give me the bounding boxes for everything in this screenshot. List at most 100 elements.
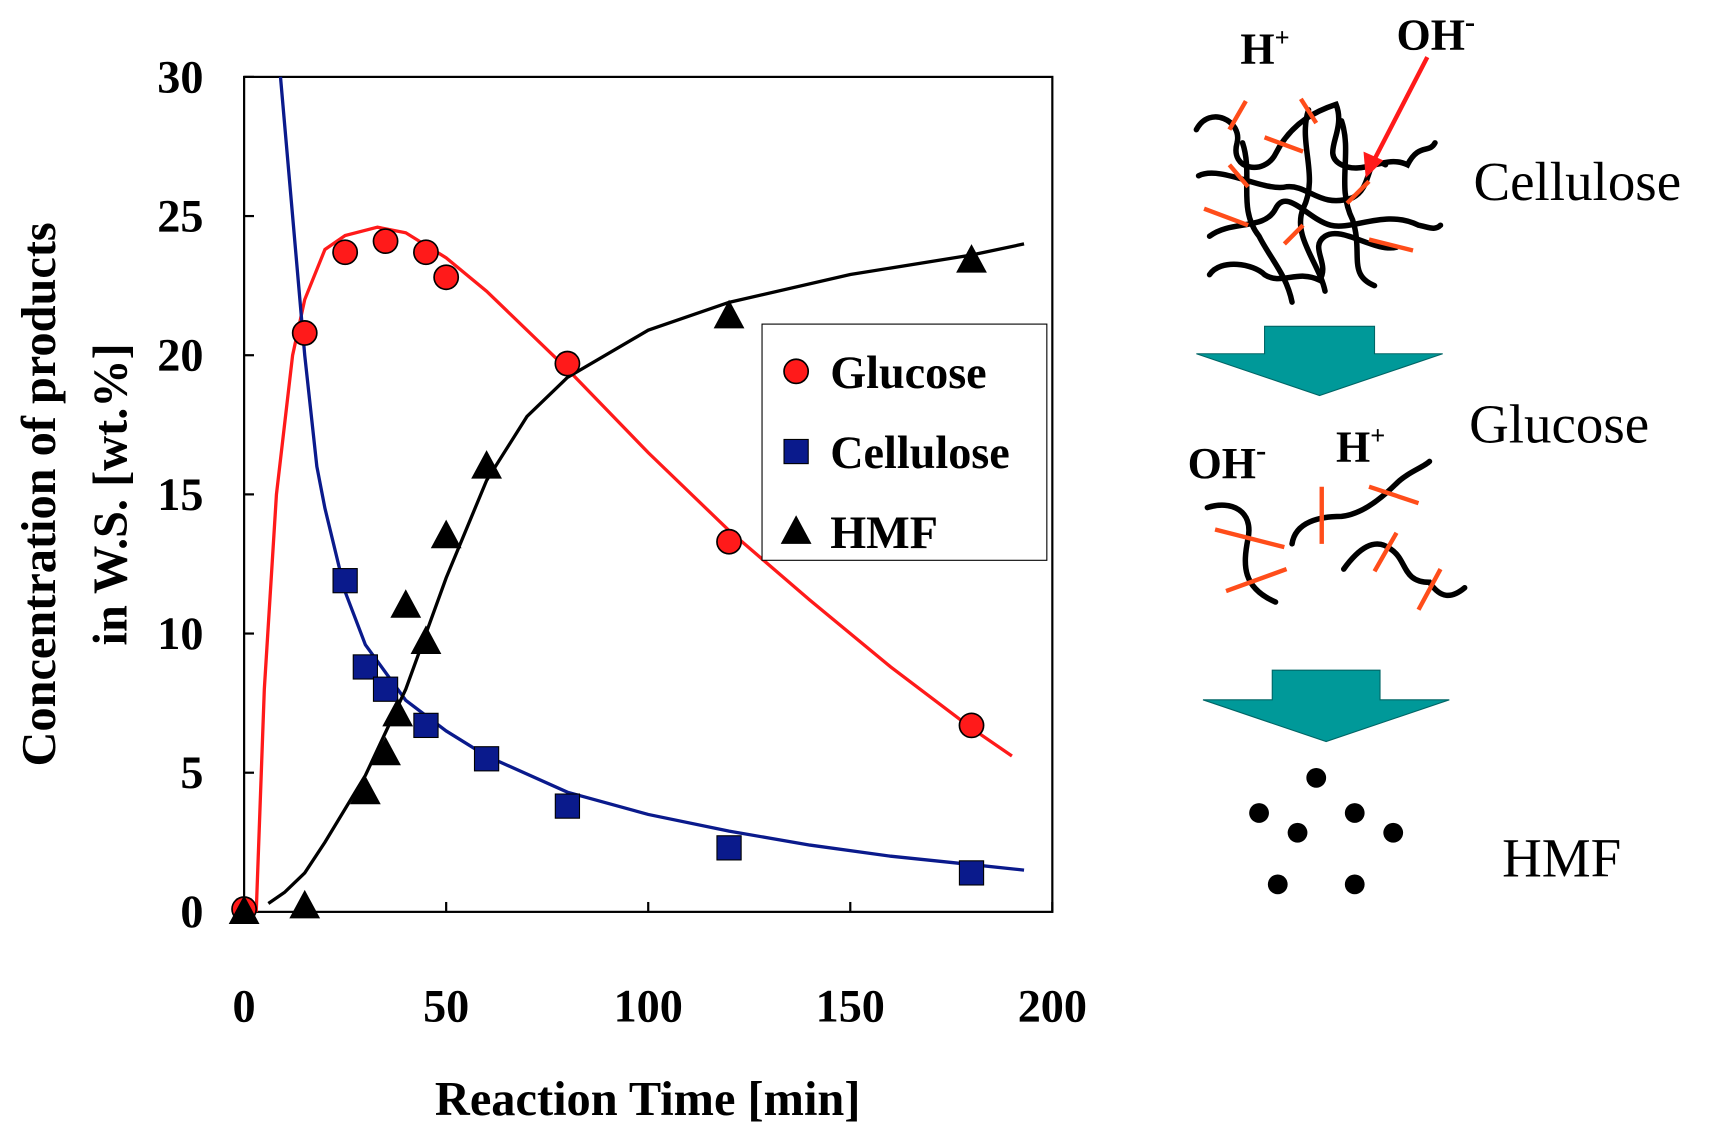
process-arrow: [1202, 669, 1450, 743]
fragment: [1340, 541, 1468, 599]
dot: [1344, 874, 1365, 895]
fiber: [1206, 198, 1444, 239]
arrow-head: [1363, 151, 1384, 178]
cut: [1263, 135, 1304, 154]
stage-label: Glucose: [1469, 394, 1649, 455]
ion-label: OH-: [1188, 433, 1267, 488]
point: [372, 228, 399, 255]
x-tick-label: 150: [816, 981, 885, 1032]
point: [372, 676, 399, 702]
ion-base: OH: [1188, 439, 1256, 488]
y-tick-label: 20: [157, 330, 203, 381]
point: [958, 860, 985, 886]
point: [958, 712, 985, 739]
point: [471, 450, 502, 479]
point: [228, 895, 260, 924]
point: [390, 589, 422, 618]
cleavage-marks: [1203, 97, 1443, 611]
stage-label: Cellulose: [1473, 151, 1681, 212]
dot: [1267, 874, 1288, 895]
ion-label: H+: [1336, 421, 1385, 472]
legend-label: Cellulose: [830, 427, 1010, 478]
ion-label: H+: [1240, 23, 1289, 74]
y-tick-label: 30: [157, 51, 203, 102]
x-tick-label: 200: [1018, 981, 1087, 1032]
point: [413, 239, 439, 266]
cut: [1214, 527, 1285, 550]
point: [716, 528, 742, 555]
fragment: [1289, 458, 1433, 547]
point: [352, 654, 378, 680]
cut: [1345, 179, 1371, 205]
point: [413, 712, 439, 739]
point: [473, 746, 500, 772]
point: [332, 239, 359, 266]
stage-label: HMF: [1502, 828, 1621, 889]
legend-label: HMF: [830, 507, 938, 558]
point: [554, 350, 581, 377]
ion-charge: -: [1465, 5, 1475, 39]
cut: [1368, 484, 1420, 506]
y-axis-title: Concentration of products: [13, 222, 66, 766]
cut: [1227, 163, 1250, 189]
fit-curve: [278, 76, 1025, 872]
ion-charge: -: [1256, 433, 1266, 467]
point: [382, 697, 414, 727]
cut: [1227, 99, 1248, 131]
ion-base: H: [1240, 25, 1274, 74]
x-tick-label: 50: [423, 981, 469, 1032]
point: [956, 244, 987, 273]
dot: [1306, 767, 1327, 788]
point: [554, 793, 581, 819]
dot: [1249, 803, 1269, 823]
y-tick-label: 5: [180, 747, 203, 798]
ion-charge: +: [1370, 421, 1385, 450]
point: [430, 519, 462, 549]
ion-base: H: [1336, 422, 1370, 471]
oh-arrow: [1363, 56, 1430, 178]
y-axis-title: in W.S. [wt.%]: [84, 343, 137, 645]
y-tick-label: 10: [157, 608, 203, 659]
fiber: [1239, 140, 1295, 305]
cut: [1368, 237, 1414, 253]
ion-base: OH: [1397, 10, 1465, 59]
dot: [1344, 803, 1365, 823]
point: [291, 320, 318, 346]
arrow-shaft: [1372, 56, 1430, 161]
cut: [1282, 223, 1305, 246]
point: [289, 889, 321, 919]
cut: [1203, 206, 1249, 228]
point: [780, 515, 812, 544]
point: [370, 736, 401, 766]
hmf-dots: [1249, 767, 1404, 895]
point: [716, 835, 742, 861]
dot: [1287, 822, 1308, 843]
point: [349, 775, 381, 805]
y-tick-label: 15: [157, 469, 203, 520]
point: [783, 358, 810, 385]
point: [713, 299, 745, 329]
point: [410, 625, 442, 654]
cut: [1298, 97, 1319, 125]
legend-label: Glucose: [830, 347, 986, 398]
y-tick-label: 0: [180, 886, 203, 937]
process-arrow: [1196, 325, 1443, 397]
x-axis-title: Reaction Time [min]: [435, 1073, 861, 1125]
cut: [1225, 567, 1288, 594]
ion-label: OH-: [1397, 5, 1476, 60]
fiber: [1297, 107, 1328, 294]
point: [783, 438, 809, 465]
fiber: [1338, 118, 1378, 289]
cut: [1372, 531, 1399, 573]
y-tick-label: 25: [157, 190, 203, 241]
cut: [1416, 568, 1443, 611]
point: [332, 568, 358, 594]
legend-box: [761, 323, 1048, 561]
point: [433, 264, 460, 291]
fit-curve: [267, 242, 1025, 905]
fiber: [1193, 100, 1438, 171]
x-tick-label: 0: [233, 981, 256, 1032]
ion-charge: +: [1275, 23, 1290, 52]
